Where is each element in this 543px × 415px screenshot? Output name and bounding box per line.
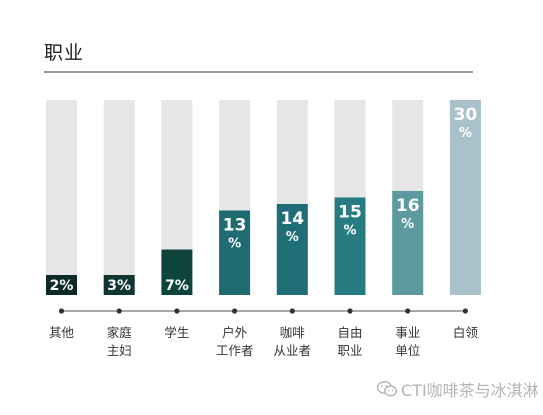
bar [449,100,481,295]
bar-value-label: 14% [280,209,304,245]
bar [46,275,77,295]
axis-tick-dot [405,308,411,314]
category-label: 事业单位 [395,325,420,358]
bar [161,249,193,295]
category-label: 白领 [453,325,479,340]
category-label: 学生 [164,325,189,340]
title-divider [44,71,473,73]
category-label: 其他 [49,325,75,340]
bar-track [103,100,135,295]
wechat-icon [376,380,398,397]
axis-tick-dot [116,308,122,314]
watermark-text: CTI咖啡茶与冰淇淋 [401,381,539,400]
axis-tick-dot [58,308,65,314]
bar-value-label: 7% [165,278,189,294]
chart-title: 职业 [44,42,85,64]
category-label: 自由职业 [337,325,362,358]
bar [276,204,308,295]
bar [392,191,424,295]
bar [103,275,135,295]
bar-track [46,100,77,295]
axis-tick-dot [347,308,353,314]
category-label: 户外工作者 [216,325,254,358]
bar-value-label: 2% [50,278,74,294]
bar [219,210,251,295]
axis-tick-dot [174,308,180,314]
bar-value-label: 16% [396,196,420,232]
bar-value-label: 15% [338,203,362,239]
category-label: 咖啡从业者 [274,325,312,358]
watermark: CTI咖啡茶与冰淇淋 [376,377,539,401]
axis-tick-dot [289,308,295,314]
bar-value-label: 3% [107,278,131,294]
axis-tick-dot [232,308,238,314]
bar-value-label: 30% [454,105,478,141]
category-label: 家庭主妇 [107,325,133,358]
bar-value-label: 13% [223,216,247,252]
axis-tick-dot [462,308,468,314]
bar [334,197,366,295]
